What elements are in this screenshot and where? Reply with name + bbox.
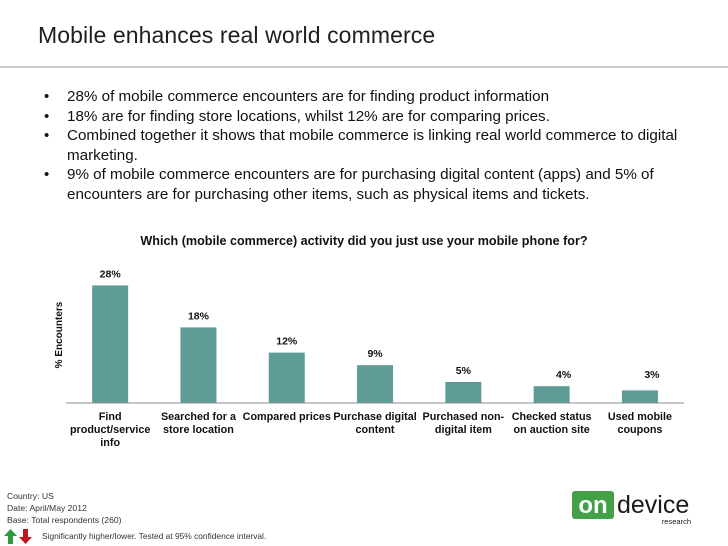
bullet-icon: • [44,107,50,125]
category-label: Compared prices [243,411,331,423]
footer-base: Base: Total respondents (260) [7,515,122,525]
bar [180,327,217,403]
category-label: Checked status [512,411,592,423]
logo-on-box [572,491,614,519]
category-label: coupons [617,424,662,436]
category-label: content [356,424,395,436]
significance-note: Significantly higher/lower. Tested at 95… [42,531,267,541]
bullet-text: Combined together it shows that mobile c… [67,127,678,164]
bullet-icon: • [44,127,50,144]
category-label: Searched for a [161,411,237,423]
category-label: Used mobile [608,411,672,423]
data-label: 18% [188,310,210,322]
bar [533,386,570,403]
bullet-item: • 28% of mobile commerce encounters are f… [42,87,712,107]
slide-title: Mobile enhances real world commerce [38,22,436,48]
category-label: store location [163,424,234,436]
logo-research-text: research [662,517,691,525]
bar-chart: Which (mobile commerce) activity did you… [54,234,684,449]
logo-device-text: device [617,491,689,519]
bullet-item: • 9% of mobile commerce encounters are fo… [42,165,712,204]
data-label: 3% [644,369,660,381]
bullet-list: • 28% of mobile commerce encounters are f… [42,87,712,204]
data-label: 9% [367,348,383,360]
category-label: Purchase digital [333,411,416,423]
chart-title: Which (mobile commerce) activity did you… [140,234,587,248]
category-label: Find [99,411,122,423]
bar [268,352,305,403]
bar [92,285,129,403]
bar-group: 28% 18% 12% 9% 5% 4% 3% [92,268,660,403]
bullet-item: • 18% are for finding store locations, wh… [42,107,712,127]
bullet-icon: • [44,166,50,183]
significance-legend: Significantly higher/lower. Tested at 95… [4,528,266,544]
bullet-text: 28% of mobile commerce encounters are fo… [67,88,550,105]
up-arrow-icon [4,528,17,544]
bullet-text: 9% of mobile commerce encounters are for… [67,166,654,203]
category-label: product/service [70,424,150,436]
bar [445,382,482,403]
bar [357,365,394,403]
title-divider [0,66,728,68]
data-label: 28% [100,268,122,280]
bullet-text: 18% are for finding store locations, whi… [67,107,550,125]
footer-country: Country: US [7,491,54,501]
category-label: Purchased non- [423,411,505,423]
data-label: 5% [456,365,472,377]
bar [621,390,658,403]
ondevice-logo: on device research [572,491,691,525]
data-label: 12% [276,336,298,348]
logo-on-text: on [578,492,607,519]
down-arrow-icon [19,528,32,544]
category-label: info [100,437,120,449]
bullet-icon: • [44,88,50,105]
category-label: digital item [435,424,492,436]
y-axis-label: % Encounters [54,301,65,368]
data-label: 4% [556,369,572,381]
bullet-item: • Combined together it shows that mobile … [42,126,712,165]
footer-date: Date: April/May 2012 [7,503,87,513]
category-label: on auction site [514,424,590,436]
